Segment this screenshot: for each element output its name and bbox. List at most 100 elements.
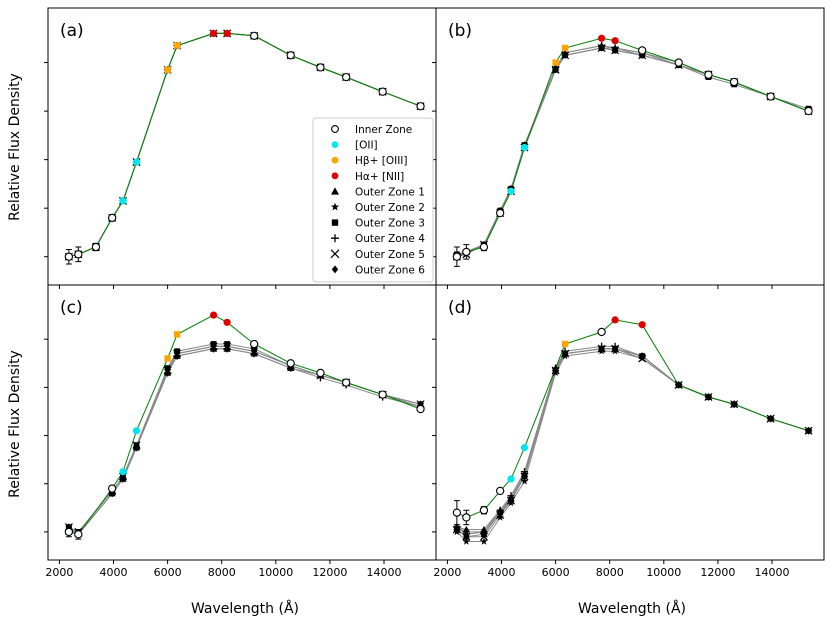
inner-zone-oii-point xyxy=(520,443,529,452)
panel-1: (b) xyxy=(432,7,825,289)
inner-zone-halpha-point xyxy=(223,29,231,38)
outer-zone-2-line xyxy=(456,350,809,542)
inner-zone-point xyxy=(378,390,387,399)
x-tick-label: 4000 xyxy=(100,566,128,579)
panel-0: (a) xyxy=(44,7,437,289)
outer-zone-1-line xyxy=(68,348,421,535)
inner-zone-point xyxy=(286,359,295,368)
outer-zone-6-line xyxy=(68,345,421,535)
inner-zone-point xyxy=(452,252,462,261)
legend-marker-open-circle xyxy=(331,125,339,133)
inner-zone-hbeta-point xyxy=(552,59,559,66)
outer-zone-3-line xyxy=(456,47,809,255)
outer-zone-6-point xyxy=(562,350,568,358)
panel-label: (d) xyxy=(448,298,472,318)
outer-zone-6-point xyxy=(639,51,646,59)
inner-zone-oii-point xyxy=(507,475,515,483)
outer-zone-2-point xyxy=(520,477,529,485)
inner-zone-point xyxy=(479,506,489,515)
inner-zone-hbeta-point xyxy=(164,66,171,74)
inner-zone-point xyxy=(704,70,713,79)
panel-label: (a) xyxy=(60,21,84,41)
inner-zone-halpha-point xyxy=(597,34,606,42)
inner-zone-halpha-point xyxy=(209,311,218,319)
inner-zone-point xyxy=(496,208,505,218)
inner-zone-halpha-point xyxy=(223,318,231,326)
inner-zone-hbeta-point xyxy=(173,42,181,49)
inner-zone-point xyxy=(462,513,471,522)
outer-zone-1-line xyxy=(456,45,809,258)
inner-zone-halpha-point xyxy=(611,37,619,45)
legend-label: Outer Zone 4 xyxy=(355,233,425,245)
x-tick-label: 2000 xyxy=(45,566,73,579)
outer-zone-6-point xyxy=(224,342,231,351)
legend-label: Outer Zone 2 xyxy=(355,202,425,214)
inner-zone-point xyxy=(108,484,117,493)
inner-zone-point xyxy=(316,63,325,72)
inner-zone-point xyxy=(64,252,74,261)
outer-zone-2-point xyxy=(462,537,471,545)
legend-label: Hα+ [NII] xyxy=(355,171,404,183)
inner-zone-point xyxy=(341,72,351,82)
outer-zone-6-point xyxy=(463,530,470,538)
x-axis-title-left: Wavelength (Å) xyxy=(191,600,299,617)
outer-zone-6-point xyxy=(675,381,682,389)
x-tick-label: 6000 xyxy=(154,566,182,579)
outer-zone-6-point xyxy=(552,66,559,74)
inner-zone-hbeta-point xyxy=(561,44,569,52)
inner-zone-point xyxy=(64,527,74,537)
inner-zone-oii-point xyxy=(132,158,141,166)
legend-marker-square xyxy=(331,219,339,226)
outer-zone-6-point xyxy=(639,352,646,360)
outer-zone-6-point xyxy=(598,44,605,52)
inner-zone-point xyxy=(479,242,489,252)
outer-zone-4-line xyxy=(68,348,421,535)
legend-marker-orange-dot xyxy=(331,156,339,164)
y-axis-title-top: Relative Flux Density xyxy=(7,73,23,221)
inner-zone-point xyxy=(462,247,471,257)
inner-zone-point xyxy=(766,92,775,101)
panel-2: 2000 4000 6000 8000 10000 12000 14000 (c) xyxy=(44,284,437,579)
legend-marker-diamond xyxy=(331,265,339,274)
inner-zone-line xyxy=(68,314,421,535)
outer-zone-6-point xyxy=(598,345,605,353)
outer-zone-6-point xyxy=(481,528,487,536)
inner-zone-oii-point xyxy=(119,468,127,476)
outer-zone-6-point xyxy=(174,350,180,358)
legend: Inner Zone [OII] Hβ+ [OIII] Hα+ [NII] Outer … xyxy=(312,117,434,283)
outer-zone-6-point xyxy=(210,342,217,351)
outer-zone-6-line xyxy=(456,348,809,535)
legend-label: Outer Zone 5 xyxy=(355,249,425,261)
x-tick-label: 10000 xyxy=(258,566,293,579)
panel-label: (c) xyxy=(60,298,83,318)
inner-zone-point xyxy=(74,250,83,259)
outer-zone-6-point xyxy=(133,443,140,452)
outer-zone-2-line xyxy=(68,345,421,535)
legend-box xyxy=(312,117,434,283)
inner-zone-point xyxy=(74,530,83,539)
outer-zone-6-point xyxy=(109,489,116,497)
outer-zone-6-point xyxy=(805,427,812,435)
outer-zone-6-point xyxy=(164,366,171,375)
outer-zone-4-line xyxy=(456,45,809,258)
legend-label: Inner Zone xyxy=(355,124,412,136)
inner-zone-oii-point xyxy=(507,187,515,195)
legend-label: [OII] xyxy=(355,140,378,152)
outer-zone-6-point xyxy=(120,475,126,483)
panel-3: 2000 4000 6000 8000 10000 12000 14000 (d) xyxy=(432,284,825,579)
outer-zone-5-point xyxy=(479,532,488,541)
y-axis-title-bottom: Relative Flux Density xyxy=(7,350,23,498)
inner-zone-oii-point xyxy=(132,427,141,435)
legend-marker-triangle xyxy=(331,187,339,195)
outer-zone-6-point xyxy=(767,415,774,423)
outer-zone-5-line xyxy=(68,345,421,533)
outer-zone-6-point xyxy=(251,347,258,355)
outer-zone-2-point xyxy=(480,537,488,545)
panel-frame xyxy=(435,7,825,286)
panel-label: (b) xyxy=(448,21,472,41)
outer-zone-2-point xyxy=(496,513,504,521)
inner-zone-point xyxy=(108,213,117,223)
outer-zone-6-point xyxy=(417,400,424,408)
outer-zone-3-line xyxy=(68,343,421,533)
